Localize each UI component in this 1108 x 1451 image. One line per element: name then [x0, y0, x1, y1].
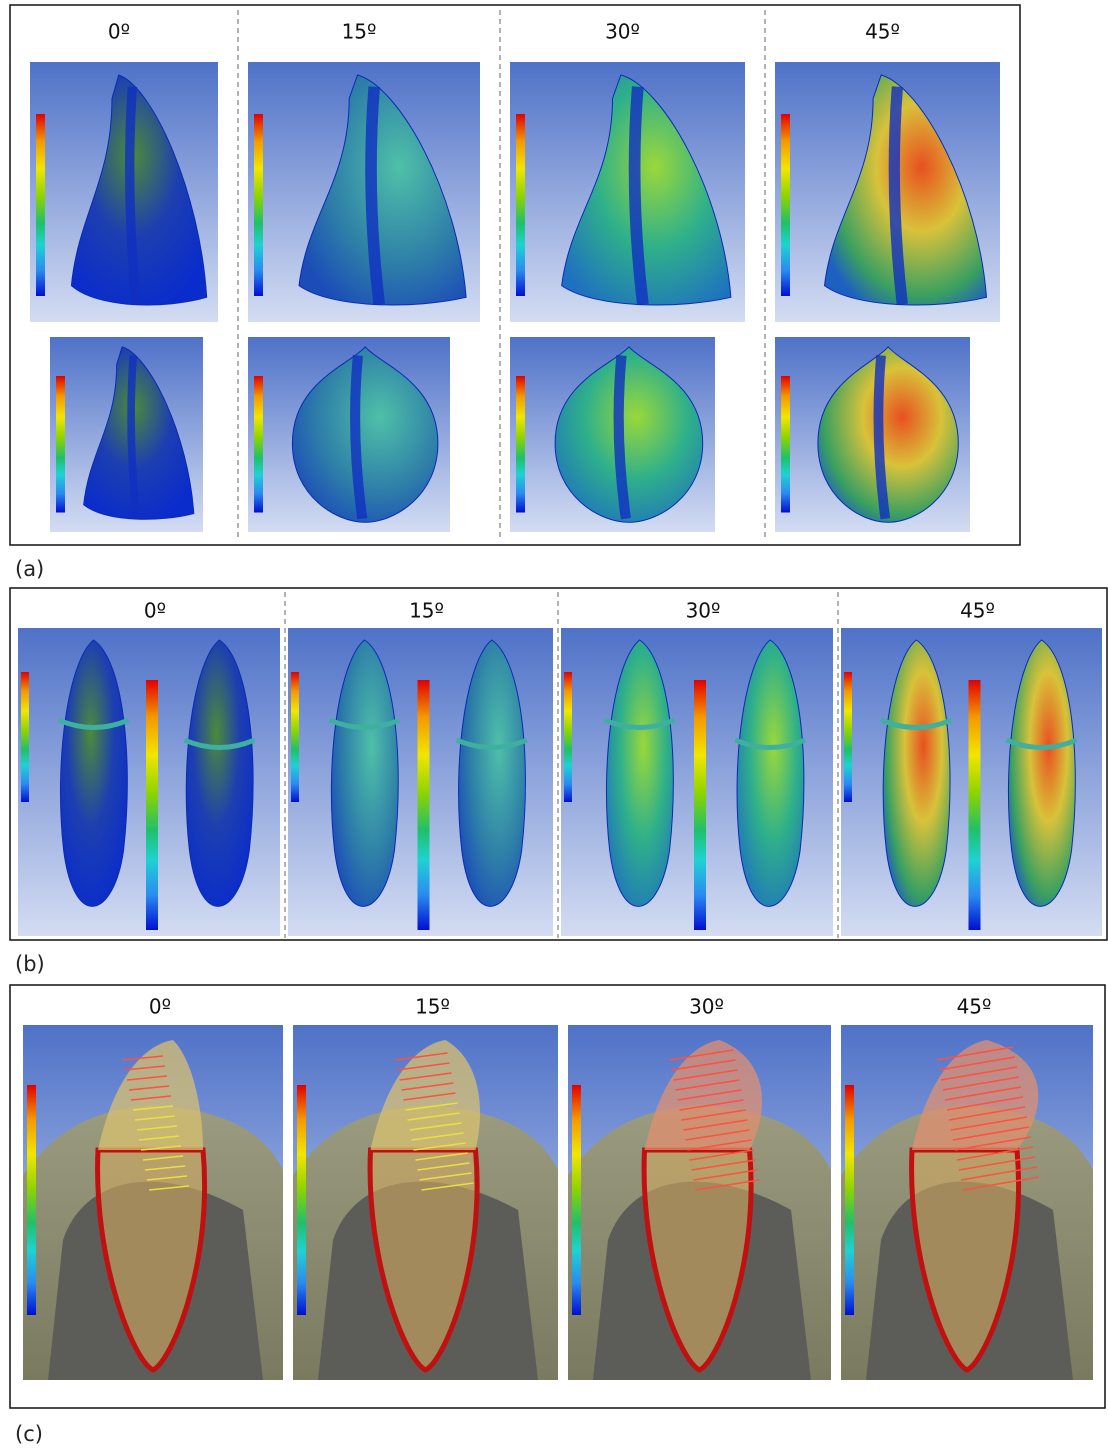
color-bar: [27, 1085, 36, 1315]
angle-header: 15º: [342, 20, 377, 44]
panel-label: (b): [15, 952, 45, 976]
color-bar: [516, 376, 525, 513]
angle-header: 45º: [865, 20, 900, 44]
color-bar: [564, 672, 572, 802]
color-bar: [254, 376, 263, 513]
color-bar: [36, 114, 45, 296]
color-bar: [516, 114, 525, 296]
figure: (a) 0º 15º 30º 45º (b) 0º 15º 30º 45º (c) 0º 15º 30º 4…: [0, 0, 1108, 1451]
angle-header: 15º: [415, 995, 450, 1019]
color-bar: [845, 1085, 854, 1315]
color-bar: [21, 672, 29, 802]
color-bar: [254, 114, 263, 296]
color-bar: [781, 376, 790, 513]
angle-header: 45º: [957, 995, 992, 1019]
angle-header: 45º: [960, 599, 995, 623]
panel-label: (a): [15, 557, 44, 581]
color-bar: [297, 1085, 306, 1315]
angle-header: 30º: [605, 20, 640, 44]
angle-header: 15º: [409, 599, 444, 623]
angle-header: 0º: [108, 20, 130, 44]
angle-header: 30º: [686, 599, 721, 623]
color-bar: [694, 680, 706, 930]
angle-header: 0º: [144, 599, 166, 623]
angle-header: 0º: [149, 995, 171, 1019]
color-bar: [146, 680, 158, 930]
angle-header: 30º: [689, 995, 724, 1019]
color-bar: [844, 672, 852, 802]
color-bar: [418, 680, 430, 930]
color-bar: [572, 1085, 581, 1315]
color-bar: [291, 672, 299, 802]
color-bar: [56, 376, 65, 513]
color-bar: [781, 114, 790, 296]
panel-label: (c): [15, 1422, 43, 1446]
color-bar: [969, 680, 981, 930]
